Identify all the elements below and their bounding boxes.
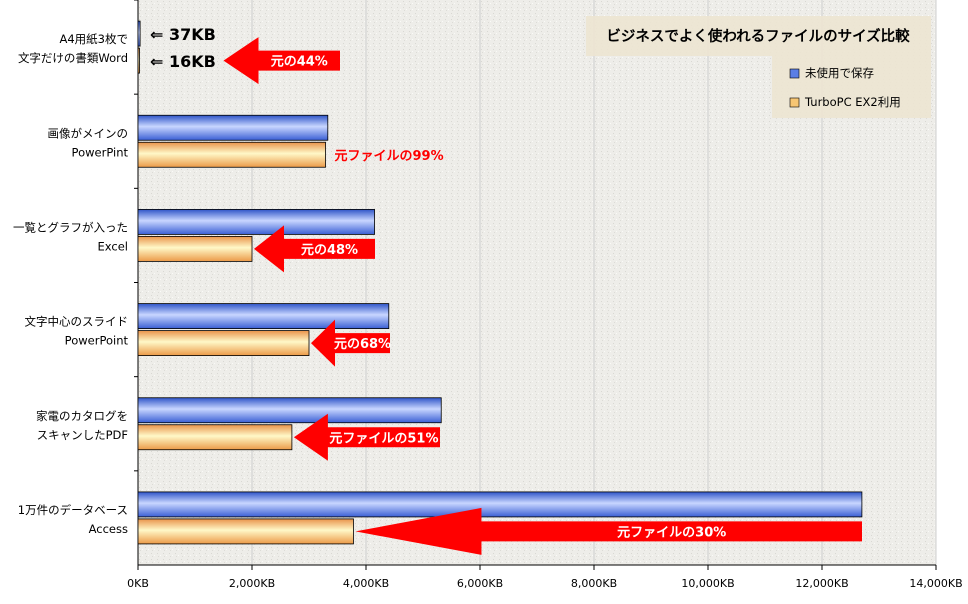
first-label-original: ⇐ 37KB [150,25,216,44]
x-tick-label: 6,000KB [457,577,503,590]
bars [137,20,863,545]
annotation-arrow [254,225,375,273]
bar-series1-1 [137,114,329,141]
category-label: 文字中心のスライド PowerPoint [25,315,129,348]
category-label: 家電のカタログをスキャンしたPDF [36,409,128,442]
annotation-arrow [311,319,390,367]
bar-series1-2 [137,209,375,235]
legend-swatch-series1 [789,68,800,79]
bar-series1-0 [137,20,141,47]
bar-series2-1 [137,141,326,168]
x-tick-label: 4,000KB [343,577,389,590]
x-tick-label: 8,000KB [571,577,617,590]
legend: ビジネスでよく使われるファイルのサイズ比較 未使用で保存 TurboPC EX2… [586,16,931,118]
annotation-arrow [223,37,340,85]
bar-series2-4 [137,424,293,451]
annotation-label: 元の68% [334,337,391,352]
annotations: 元の44% 元ファイルの99% 元の48% 元の68% 元ファイルの51% 元ファイルの3… [223,37,862,555]
bar-series1-5 [137,491,863,518]
category-labels: A4用紙3枚で文字だけの書類Word 画像がメインの PowerPint 一覧とグラフ… [13,32,128,536]
category-label: 一覧とグラフが入った Excel [13,220,128,253]
category-label: A4用紙3枚で文字だけの書類Word [18,32,128,65]
title-box [586,16,931,56]
annotation-arrow [355,507,862,555]
bar-series2-0 [137,47,140,74]
x-tick-label: 12,000KB [795,577,848,590]
bar-series1-4 [137,397,442,424]
annotation-label: 元ファイルの99% [335,149,444,164]
annotation-label: 元ファイルの51% [329,431,438,446]
annotation-label: 元ファイルの30% [617,525,726,540]
bar-series1-3 [137,303,390,329]
annotation-label: 元の48% [301,243,358,258]
x-tick-label: 2,000KB [229,577,275,590]
x-tick-labels: 0KB 2,000KB 4,000KB 6,000KB 8,000KB 10,000KB 1… [127,577,963,590]
annotation-label: 元の44% [271,55,328,70]
chart-title: ビジネスでよく使われるファイルのサイズ比較 [606,27,910,45]
bar-series2-5 [137,518,354,545]
legend-box [772,56,931,118]
legend-swatch-series2 [789,97,800,108]
category-label: 1万件のデータベース Access [18,503,128,536]
gridlines [134,0,937,570]
x-tick-label: 10,000KB [681,577,734,590]
legend-label-series2: TurboPC EX2利用 [804,95,901,109]
bar-series2-2 [137,236,253,262]
annotation-arrow [293,413,440,461]
legend-label-series1: 未使用で保存 [805,66,874,80]
first-label-compressed: ⇐ 16KB [150,52,216,71]
x-tick-label: 14,000KB [909,577,962,590]
x-tick-label: 0KB [127,577,149,590]
category-label: 画像がメインの PowerPint [48,126,129,159]
bar-series2-3 [137,330,310,356]
